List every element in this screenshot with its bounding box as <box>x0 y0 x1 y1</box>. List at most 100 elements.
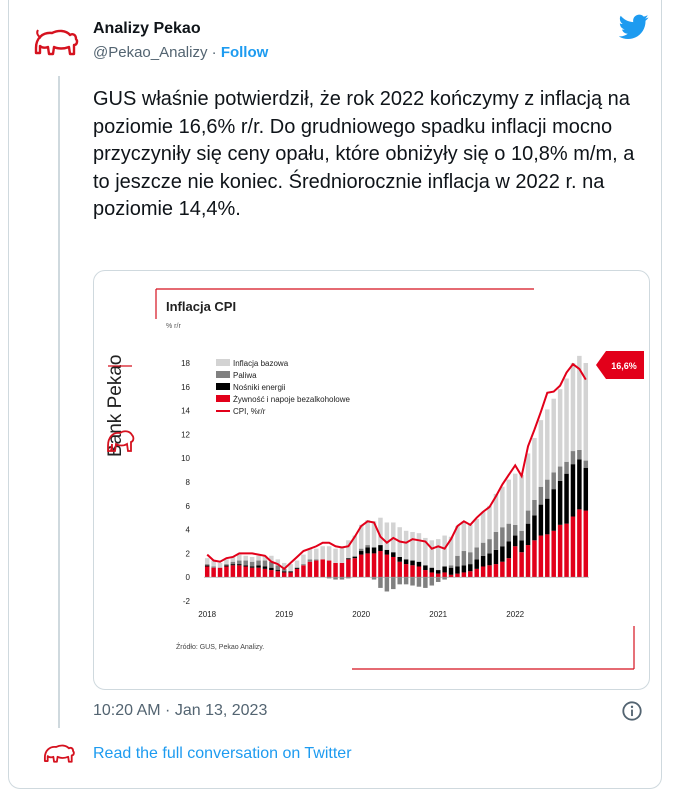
bar-2-2021-05 <box>461 551 467 566</box>
bar-2-2018-11 <box>269 561 274 568</box>
bar-0-2018-09 <box>256 567 261 578</box>
bar-3-2020-12 <box>429 540 435 568</box>
bar-2-2021-06 <box>468 552 473 565</box>
bar-2-2022-01 <box>512 524 518 536</box>
bar-1-2018-01 <box>204 565 210 567</box>
bar-3-2018-11 <box>269 555 274 562</box>
bar-0-2018-06 <box>237 565 242 578</box>
bar-0-2020-04 <box>378 551 383 578</box>
bar-0-2021-05 <box>461 572 467 578</box>
x-tick-label-2019: 2019 <box>275 610 293 619</box>
bar-0-2021-08 <box>480 566 486 578</box>
bar-series <box>204 355 589 592</box>
bar-3-2022-02 <box>519 474 524 531</box>
bar-3-2019-11 <box>346 540 351 559</box>
bar-2-2022-12 <box>583 460 589 468</box>
legend-label-0: Inflacja bazowa <box>233 359 289 368</box>
bar-0-2018-01 <box>204 566 210 578</box>
bar-3-2018-09 <box>256 555 261 561</box>
follow-button[interactable]: Follow <box>220 44 269 61</box>
bar-1-2019-02 <box>288 571 293 573</box>
bar-1-2020-01 <box>358 551 364 555</box>
bank-pekao-brand: Bank Pekao <box>105 355 135 457</box>
bar-1-2022-05 <box>538 504 544 536</box>
x-tick-label-2018: 2018 <box>198 610 216 619</box>
bar-2-2020-02 <box>365 545 370 548</box>
bar-3-2021-11 <box>500 486 505 528</box>
author-handle-row: @Pekao_Analizy · Follow <box>93 44 268 61</box>
bar-2-2020-01 <box>358 548 364 552</box>
bar-1-2021-12 <box>506 541 512 559</box>
bar-1-2019-01 <box>281 571 287 573</box>
bar-1-2018-06 <box>237 564 242 566</box>
bar-2-2022-04 <box>532 499 537 516</box>
bar-2-2020-11 <box>423 577 428 588</box>
bar-1-2020-10 <box>416 561 422 567</box>
bar-3-2018-06 <box>237 554 242 561</box>
bar-2-2020-07 <box>397 577 402 585</box>
bar-3-2021-05 <box>461 521 467 552</box>
cpi-last-value-badge: 16,6% <box>596 351 644 379</box>
bar-3-2022-01 <box>512 473 518 525</box>
bar-3-2021-02 <box>442 535 447 567</box>
bar-0-2018-02 <box>211 567 216 578</box>
bar-1-2021-11 <box>500 546 505 562</box>
bar-2-2018-05 <box>230 561 236 565</box>
bar-3-2020-04 <box>378 517 383 546</box>
bar-0-2022-09 <box>564 523 569 578</box>
bar-0-2019-10 <box>339 562 345 578</box>
bar-1-2022-02 <box>519 540 524 553</box>
tweet-image[interactable]: Bank Pekao Inflacja CPI % r/r 18 16 14 12 10… <box>93 270 650 690</box>
bar-1-2021-01 <box>435 570 441 574</box>
bar-2-2019-04 <box>301 564 306 566</box>
bar-3-2020-08 <box>403 530 409 560</box>
bar-1-2021-07 <box>474 559 479 569</box>
bar-0-2018-08 <box>249 567 255 578</box>
twitter-bird-icon[interactable] <box>619 14 649 40</box>
bar-3-2021-01 <box>435 539 441 571</box>
bar-0-2021-10 <box>493 564 499 578</box>
bar-0-2020-10 <box>416 566 422 578</box>
read-conversation-link[interactable]: Read the full conversation on Twitter <box>93 745 352 762</box>
bar-3-2019-10 <box>339 546 345 563</box>
cpi-badge-label: 16,6% <box>611 361 637 371</box>
info-icon[interactable] <box>621 700 643 722</box>
bar-0-2019-06 <box>314 560 319 578</box>
bar-3-2019-06 <box>314 548 319 560</box>
legend-label-1: Paliwa <box>233 371 257 380</box>
pekao-bison-small-logo <box>107 430 135 452</box>
bar-0-2020-08 <box>403 564 409 578</box>
bar-0-2022-07 <box>551 530 556 578</box>
bar-1-2020-03 <box>371 547 377 554</box>
y-tick-label-10: -2 <box>183 597 191 606</box>
bar-2-2019-12 <box>352 555 358 557</box>
bar-2-2020-08 <box>403 577 409 585</box>
bar-2-2019-09 <box>333 577 338 580</box>
bar-0-2018-07 <box>243 566 248 578</box>
author-handle[interactable]: @Pekao_Analizy <box>93 44 208 61</box>
bar-0-2018-04 <box>224 566 229 578</box>
bar-3-2018-02 <box>211 560 216 567</box>
bar-3-2020-01 <box>358 524 364 549</box>
bar-0-2021-11 <box>500 561 505 578</box>
bar-3-2022-03 <box>525 453 531 511</box>
tweet-timestamp[interactable]: 10:20 AM · Jan 13, 2023 <box>93 702 268 719</box>
bar-0-2022-01 <box>512 546 518 578</box>
bar-0-2020-05 <box>384 554 390 578</box>
bar-3-2018-03 <box>217 562 223 568</box>
bar-1-2020-11 <box>423 565 428 571</box>
bar-2-2019-11 <box>346 577 351 579</box>
bar-2-2021-04 <box>455 555 460 567</box>
bar-0-2018-11 <box>269 570 274 578</box>
bar-1-2019-03 <box>294 567 300 569</box>
author-avatar[interactable] <box>31 18 81 68</box>
bar-2-2020-04 <box>378 577 383 588</box>
bar-3-2021-06 <box>468 524 473 553</box>
author-name[interactable]: Analizy Pekao <box>93 20 201 37</box>
bar-2-2022-07 <box>551 472 556 490</box>
y-axis-ticks: 18 16 14 12 10 8 6 4 2 0 -2 <box>181 359 190 606</box>
bar-2-2022-10 <box>570 451 576 465</box>
bar-2-2021-10 <box>493 531 499 550</box>
bar-2-2020-05 <box>384 577 390 592</box>
y-tick-label-3: 12 <box>181 430 190 439</box>
